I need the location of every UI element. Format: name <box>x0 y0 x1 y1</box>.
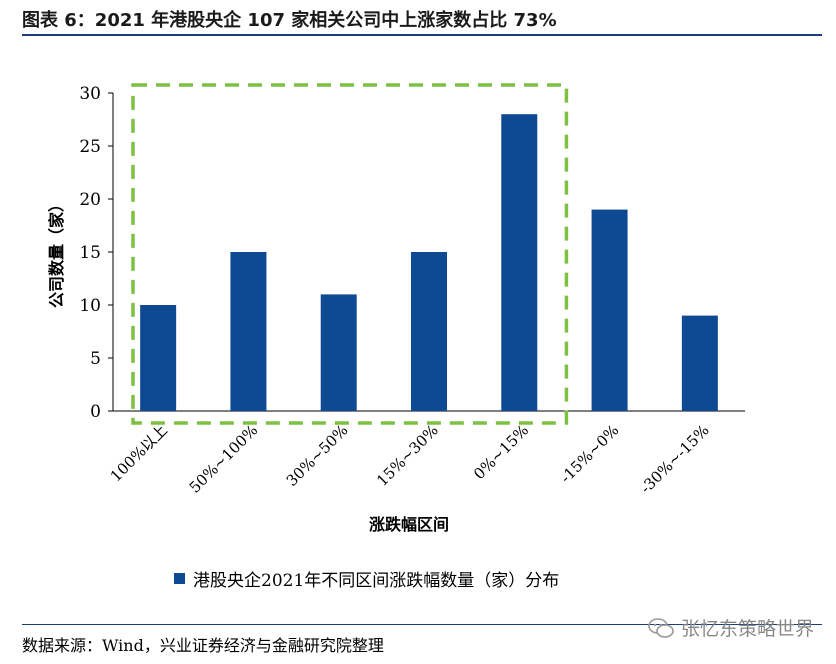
y-tick-label: 5 <box>90 349 101 369</box>
y-tick-label: 0 <box>90 402 101 422</box>
bar-0 <box>140 305 177 411</box>
watermark-text: 张忆东策略世界 <box>680 618 814 640</box>
y-tick-label: 25 <box>79 137 101 157</box>
bar-3 <box>411 252 447 411</box>
y-tick-label: 10 <box>79 296 101 316</box>
source-note: 数据来源：Wind，兴业证券经济与金融研究院整理 <box>22 636 384 655</box>
y-tick-label: 15 <box>79 243 101 263</box>
x-axis-labels: 100%以上 50%~100% 30%~50% 15%~30% 0%~15% -15%~0… <box>107 421 713 497</box>
bar-6 <box>681 315 718 411</box>
x-tick-label: 30%~50% <box>283 421 352 490</box>
chart-title: 图表 6：2021 年港股央企 107 家相关公司中上涨家数占比 73% <box>22 10 557 31</box>
x-tick-label: -15%~0% <box>557 421 623 487</box>
bar-2 <box>320 294 357 411</box>
bar-5 <box>591 209 628 411</box>
x-tick-label: 100%以上 <box>107 421 171 485</box>
watermark: 张忆东策略世界 <box>647 614 814 641</box>
legend: 港股央企2021年不同区间涨跌幅数量（家）分布 <box>174 566 559 591</box>
x-tick-label: -30%~-15% <box>637 421 713 497</box>
y-tick-label: 20 <box>79 190 101 210</box>
bar-4 <box>501 114 538 411</box>
legend-swatch <box>174 573 185 584</box>
legend-label: 港股央企2021年不同区间涨跌幅数量（家）分布 <box>193 571 560 591</box>
bar-1 <box>230 252 267 411</box>
x-axis-title: 涨跌幅区间 <box>369 515 449 534</box>
bars-group <box>140 114 718 411</box>
x-tick-label: 50%~100% <box>186 421 262 497</box>
highlight-box <box>131 83 569 425</box>
y-axis-title: 公司数量（家） <box>47 196 66 308</box>
x-tick-label: 15%~30% <box>373 421 442 490</box>
y-axis-ticks: 0 5 10 15 20 25 30 <box>79 84 113 422</box>
footer-divider <box>22 624 822 625</box>
x-tick-label: 0%~15% <box>470 421 532 483</box>
y-tick-label: 30 <box>79 84 101 104</box>
wechat-icon <box>648 617 674 638</box>
title-divider <box>22 34 822 36</box>
